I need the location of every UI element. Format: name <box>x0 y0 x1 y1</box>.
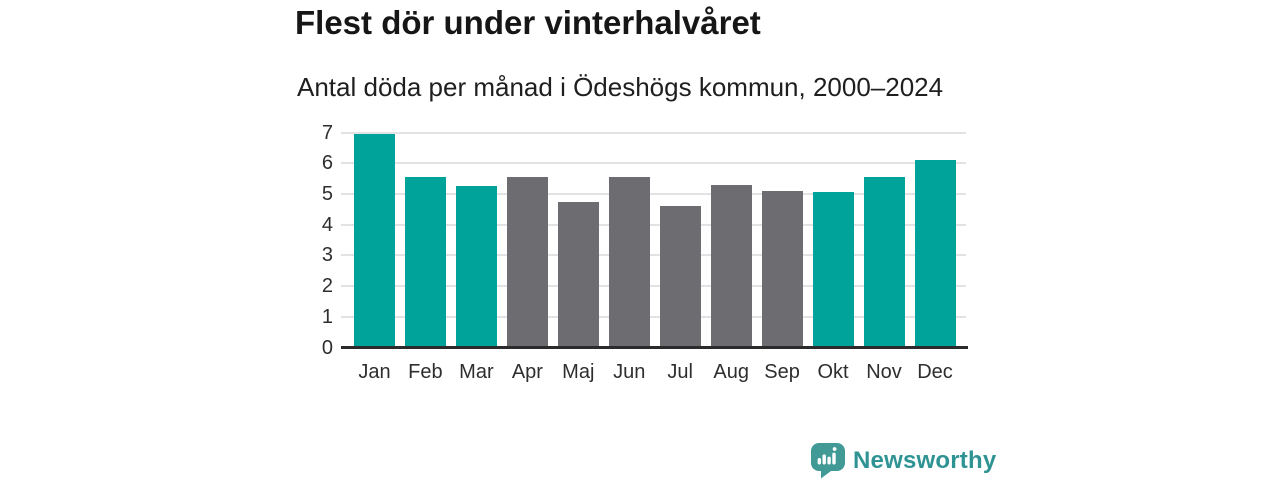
bar-okt <box>812 192 854 348</box>
y-axis-tick-1: 1 <box>321 305 333 328</box>
y-axis-tick-3: 3 <box>321 244 333 267</box>
x-axis-label-maj: Maj <box>562 361 595 383</box>
newsworthy-logo-link[interactable]: Newsworthy <box>811 443 996 479</box>
bar-aug <box>710 184 752 348</box>
x-axis-label-dec: Dec <box>917 361 953 383</box>
y-axis-tick-7: 7 <box>321 121 333 144</box>
y-axis-tick-0: 0 <box>321 336 333 359</box>
y-axis-tick-6: 6 <box>321 152 333 175</box>
bar-jul <box>659 206 701 348</box>
y-axis-tick-4: 4 <box>321 213 333 236</box>
newsworthy-icon <box>811 443 845 479</box>
chart-subtitle: Antal döda per månad i Ödeshögs kommun, … <box>297 72 944 102</box>
newsworthy-logo-text: Newsworthy <box>853 447 997 474</box>
x-axis-label-jan: Jan <box>358 361 391 383</box>
y-axis-tick-2: 2 <box>321 275 333 298</box>
x-axis-label-jun: Jun <box>613 361 646 383</box>
bar-nov <box>863 177 905 348</box>
y-axis-tick-5: 5 <box>321 182 333 205</box>
x-axis-label-jul: Jul <box>667 361 693 383</box>
gridline-y2 <box>341 285 966 288</box>
x-axis-label-mar: Mar <box>459 361 494 383</box>
gridline-y6 <box>341 162 966 165</box>
gridline-y1 <box>341 315 966 318</box>
bar-dec <box>914 160 956 348</box>
gridline-y7 <box>341 131 966 134</box>
bar-apr <box>506 177 548 348</box>
x-axis-label-apr: Apr <box>511 361 543 383</box>
bar-jun <box>608 177 650 348</box>
x-axis-label-nov: Nov <box>866 361 902 383</box>
x-axis-label-aug: Aug <box>713 361 749 383</box>
gridline-y5 <box>341 192 966 195</box>
gridline-y4 <box>341 223 966 226</box>
x-axis-line <box>341 346 968 349</box>
bar-jan <box>354 134 395 348</box>
x-axis-label-sep: Sep <box>764 361 800 383</box>
bar-feb <box>404 177 446 348</box>
bar-sep <box>761 190 803 348</box>
x-axis-label-feb: Feb <box>408 361 443 383</box>
bar-maj <box>557 201 599 348</box>
x-axis-label-okt: Okt <box>817 361 849 383</box>
bar-mar <box>455 186 497 348</box>
chart-title: Flest dör under vinterhalvåret <box>295 4 761 41</box>
gridline-y3 <box>341 254 966 257</box>
